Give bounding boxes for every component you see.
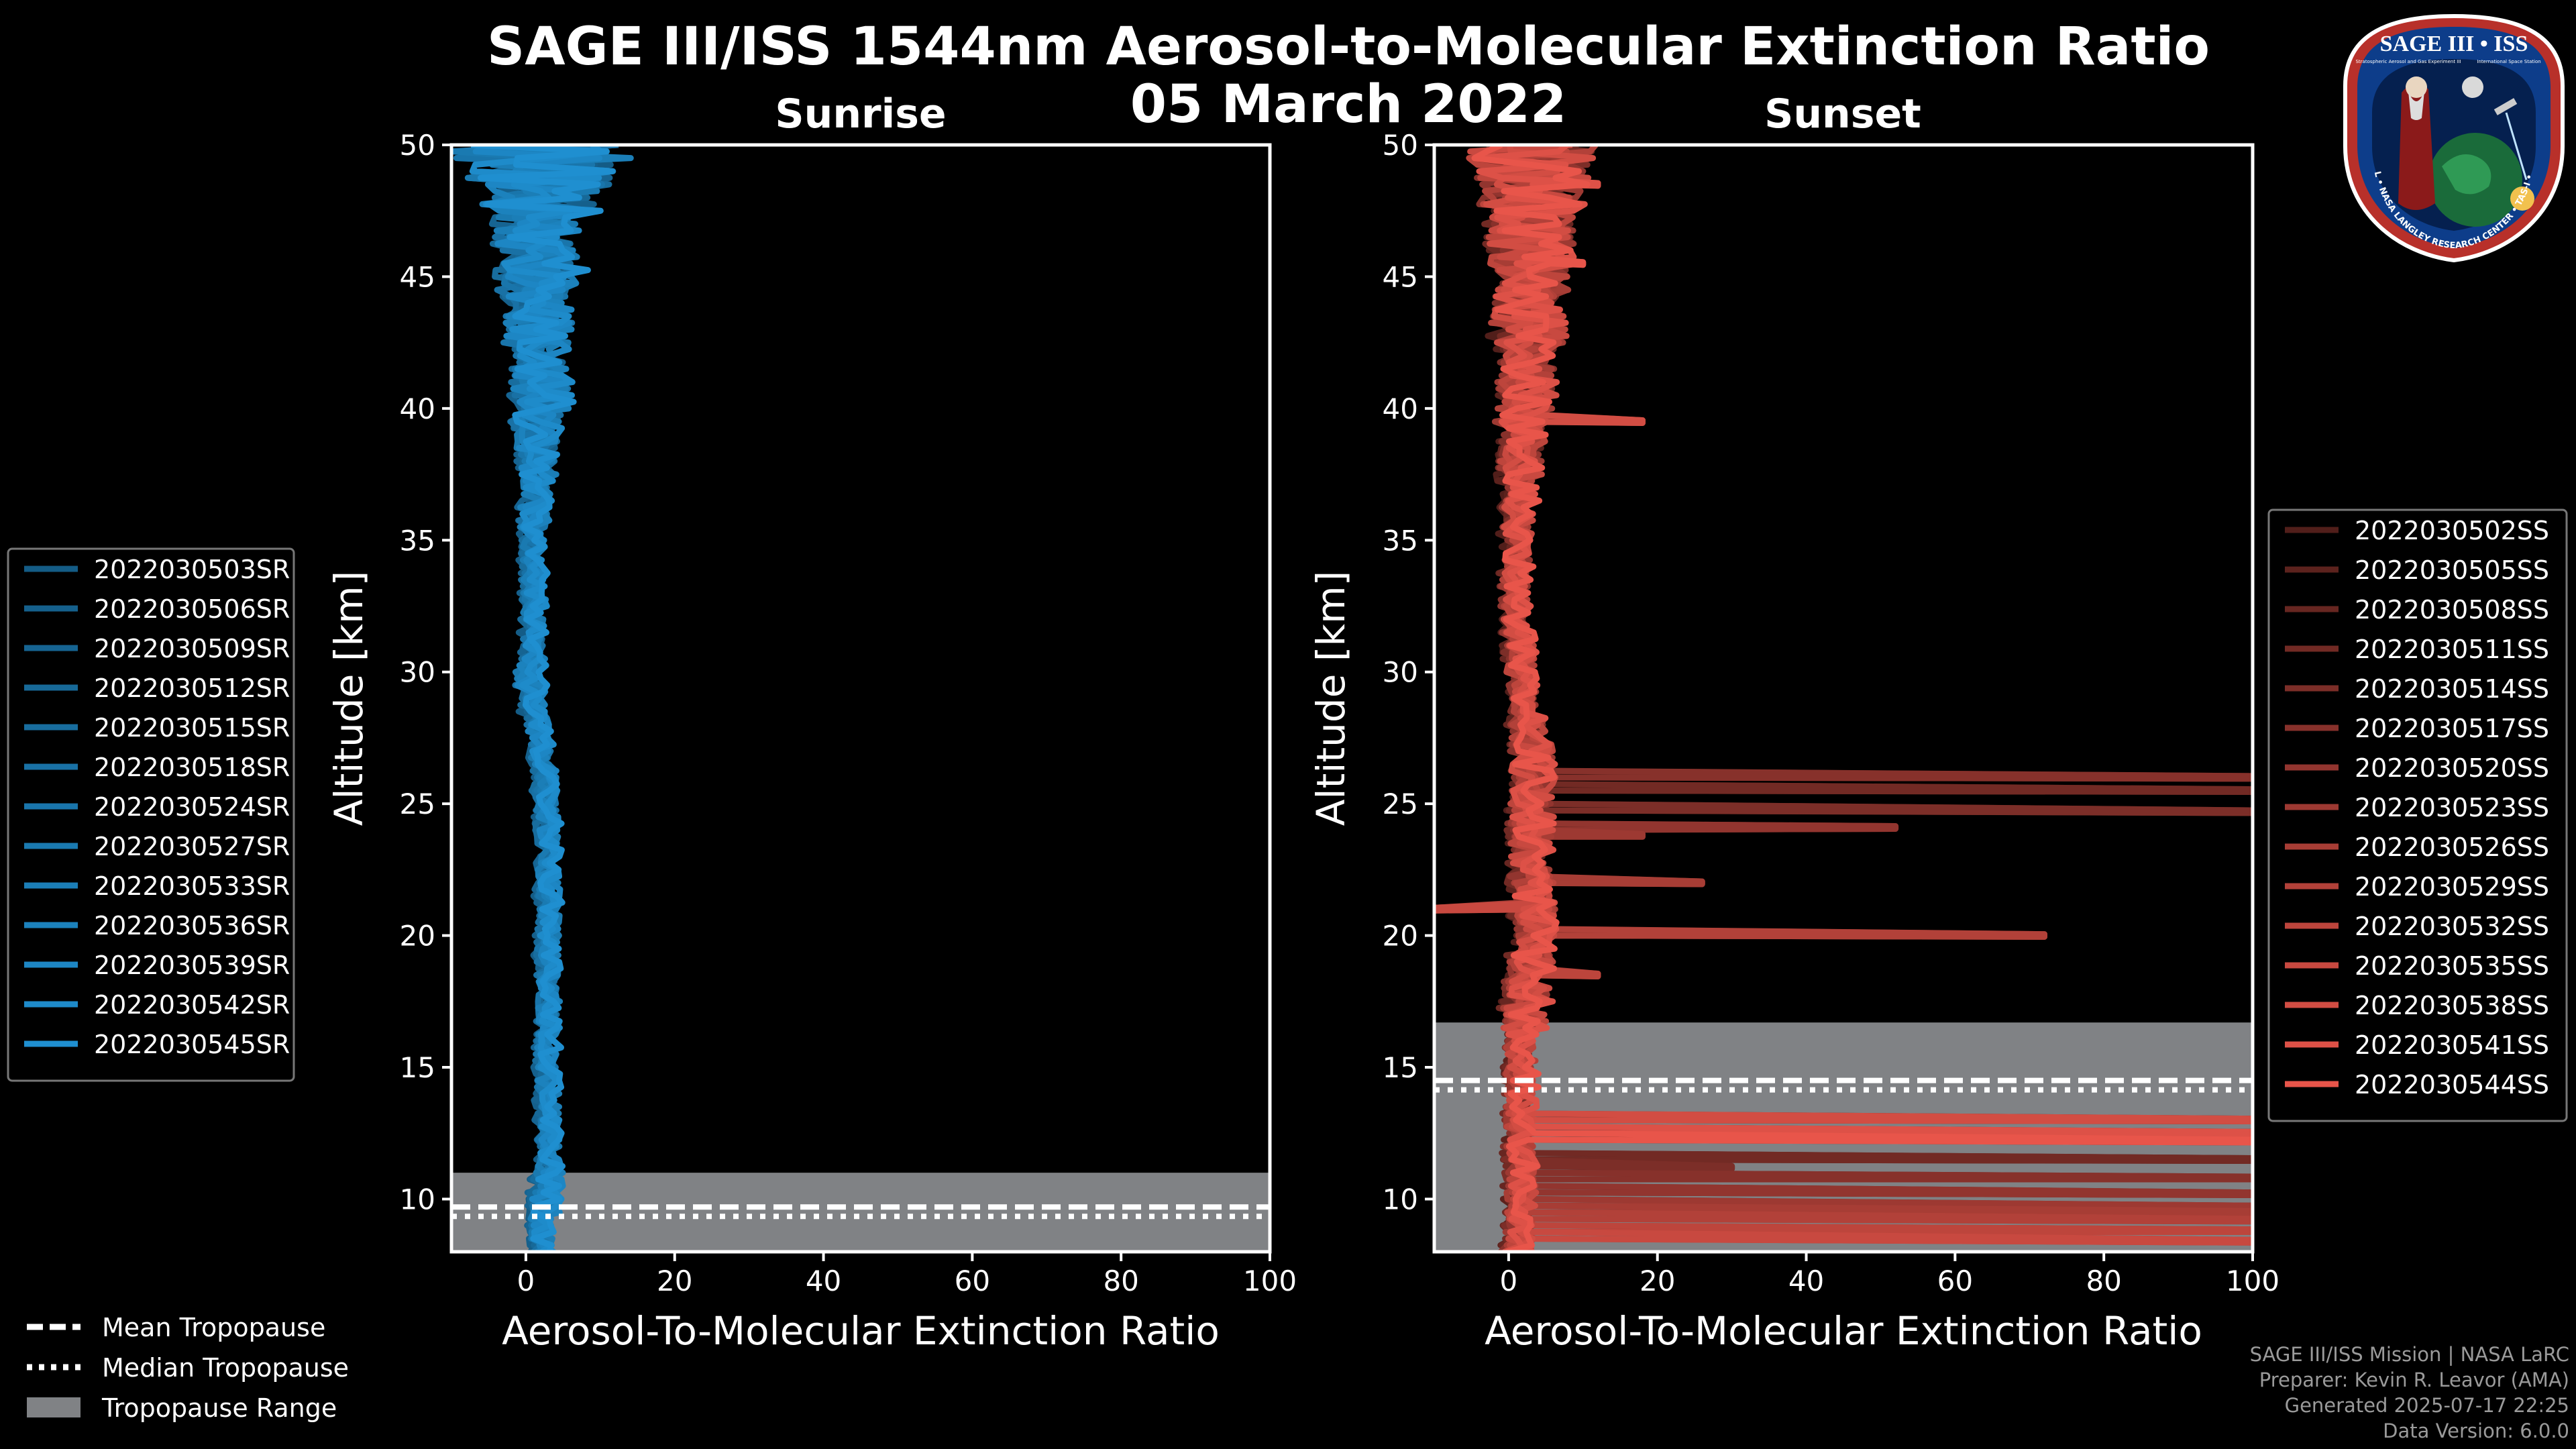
legend-entry-2022030514SS: 2022030514SS: [2355, 674, 2549, 704]
tropopause-legend: Mean Tropopause Median Tropopause Tropop…: [27, 1313, 349, 1423]
figure-date: 05 March 2022: [1130, 74, 1566, 135]
y-tick-label: 20: [1383, 920, 1418, 953]
y-axis-label: Altitude [km]: [326, 571, 372, 826]
y-tick-label: 30: [400, 656, 435, 689]
x-tick-label: 20: [1640, 1265, 1675, 1297]
legend-entry-2022030512SR: 2022030512SR: [94, 674, 290, 703]
x-tick-label: 60: [955, 1265, 990, 1297]
legend-entry-2022030536SR: 2022030536SR: [94, 911, 290, 941]
footer-credits: SAGE III/ISS Mission | NASA LaRC Prepare…: [2250, 1342, 2569, 1444]
legend-entry-2022030518SR: 2022030518SR: [94, 753, 290, 782]
series-line-2022030545SR: [470, 145, 616, 1252]
logo-sun: [2510, 186, 2534, 211]
legend-entry-2022030529SS: 2022030529SS: [2355, 872, 2549, 902]
x-tick-label: 100: [1243, 1265, 1297, 1297]
x-axis-label: Aerosol-To-Molecular Extinction Ratio: [502, 1308, 1220, 1354]
legend-entry-2022030509SR: 2022030509SR: [94, 634, 290, 663]
y-tick-label: 40: [400, 392, 435, 425]
x-tick-label: 0: [1500, 1265, 1518, 1297]
x-tick-label: 100: [2226, 1265, 2279, 1297]
y-tick-label: 10: [1383, 1183, 1418, 1216]
legend-entry-2022030506SR: 2022030506SR: [94, 594, 290, 624]
x-tick-label: 40: [1788, 1265, 1824, 1297]
legend-entry-2022030532SS: 2022030532SS: [2355, 912, 2549, 941]
y-tick-label: 25: [400, 788, 435, 820]
y-tick-label: 45: [1383, 260, 1418, 293]
median-tropopause-label: Median Tropopause: [102, 1353, 349, 1383]
plot-frame: [449, 143, 1272, 1254]
y-tick-label: 50: [1383, 129, 1418, 162]
y-tick-label: 15: [1383, 1051, 1418, 1084]
y-tick-label: 35: [400, 524, 435, 557]
legend-entry-2022030526SS: 2022030526SS: [2355, 833, 2549, 862]
legend-entry-2022030505SS: 2022030505SS: [2355, 555, 2549, 585]
legend-entry-2022030502SS: 2022030502SS: [2355, 516, 2549, 545]
x-tick-label: 20: [657, 1265, 692, 1297]
y-tick-label: 40: [1383, 392, 1418, 425]
legend-entry-2022030541SS: 2022030541SS: [2355, 1030, 2549, 1060]
logo-small-right: International Space Station: [2477, 59, 2540, 64]
footer-generated: Generated 2025-07-17 22:25: [2284, 1394, 2569, 1417]
legend-entry-2022030542SR: 2022030542SR: [94, 990, 290, 1020]
legend-entry-2022030538SS: 2022030538SS: [2355, 991, 2549, 1020]
sunrise-legend: 2022030503SR 2022030506SR 2022030509SR 2022…: [7, 547, 295, 1082]
legend-entry-2022030508SS: 2022030508SS: [2355, 595, 2549, 625]
sunset-legend: 2022030502SS 2022030505SS 2022030508SS 2022…: [2267, 508, 2568, 1122]
x-tick-label: 80: [1103, 1265, 1138, 1297]
y-tick-label: 30: [1383, 656, 1418, 689]
plot-frame: [1432, 143, 2255, 1254]
legend-entry-2022030517SS: 2022030517SS: [2355, 714, 2549, 743]
x-tick-label: 80: [2086, 1265, 2121, 1297]
y-axis-label: Altitude [km]: [1308, 571, 1354, 826]
tropopause-range-band: [451, 1173, 1270, 1252]
y-tick-label: 10: [400, 1183, 435, 1216]
footer-mission: SAGE III/ISS Mission | NASA LaRC: [2249, 1343, 2569, 1366]
series-line-2022030542SR: [469, 145, 604, 1252]
legend-entry-2022030515SR: 2022030515SR: [94, 713, 290, 743]
logo-small-left: Stratospheric Aerosol and Gas Experiment…: [2355, 59, 2461, 64]
logo-top-text: SAGE III • ISS: [2380, 32, 2528, 56]
logo-moon: [2462, 76, 2483, 98]
sunset-panel-title: Sunset: [1764, 91, 1921, 138]
legend-entry-2022030503SR: 2022030503SR: [94, 555, 290, 584]
sunrise-panel: 0 20 40 60 80 100 10 15 20 25 30 35 40 45 50 Aerosol-To…: [326, 129, 1297, 1354]
legend-entry-2022030545SR: 2022030545SR: [94, 1030, 290, 1059]
x-axis-label: Aerosol-To-Molecular Extinction Ratio: [1485, 1308, 2202, 1354]
legend-entry-2022030523SS: 2022030523SS: [2355, 793, 2549, 822]
legend-entry-2022030524SR: 2022030524SR: [94, 792, 290, 822]
x-tick-label: 60: [1937, 1265, 1973, 1297]
footer-data-version: Data Version: 6.0.0: [2383, 1419, 2569, 1442]
legend-entry-2022030527SR: 2022030527SR: [94, 832, 290, 861]
y-tick-label: 50: [400, 129, 435, 162]
footer-preparer: Preparer: Kevin R. Leavor (AMA): [2259, 1368, 2569, 1391]
sunset-panel: 0 20 40 60 80 100 10 15 20 25 30 35 40 45 50 Aerosol-To…: [1308, 129, 2279, 1354]
sage-iii-iss-logo: SAGE III • ISS Stratospheric Aerosol and…: [2341, 12, 2565, 263]
y-tick-label: 20: [400, 920, 435, 953]
y-tick-label: 45: [400, 260, 435, 293]
legend-entry-2022030539SR: 2022030539SR: [94, 951, 290, 980]
legend-entry-2022030544SS: 2022030544SS: [2355, 1070, 2549, 1099]
x-tick-label: 40: [806, 1265, 841, 1297]
tropopause-range-swatch: [27, 1397, 80, 1417]
sunrise-panel-title: Sunrise: [775, 91, 946, 138]
legend-entry-2022030533SR: 2022030533SR: [94, 871, 290, 901]
legend-entry-2022030535SS: 2022030535SS: [2355, 951, 2549, 981]
y-tick-label: 15: [400, 1051, 435, 1084]
legend-entry-2022030520SS: 2022030520SS: [2355, 753, 2549, 783]
tropopause-range-label: Tropopause Range: [101, 1393, 337, 1423]
figure-title: SAGE III/ISS 1544nm Aerosol-to-Molecular…: [487, 17, 2210, 77]
x-tick-label: 0: [517, 1265, 535, 1297]
legend-box: [2267, 508, 2568, 1122]
legend-entry-2022030511SS: 2022030511SS: [2355, 635, 2549, 664]
legend-box: [7, 547, 295, 1082]
mean-tropopause-label: Mean Tropopause: [102, 1313, 325, 1342]
y-tick-label: 35: [1383, 524, 1418, 557]
y-tick-label: 25: [1383, 788, 1418, 820]
